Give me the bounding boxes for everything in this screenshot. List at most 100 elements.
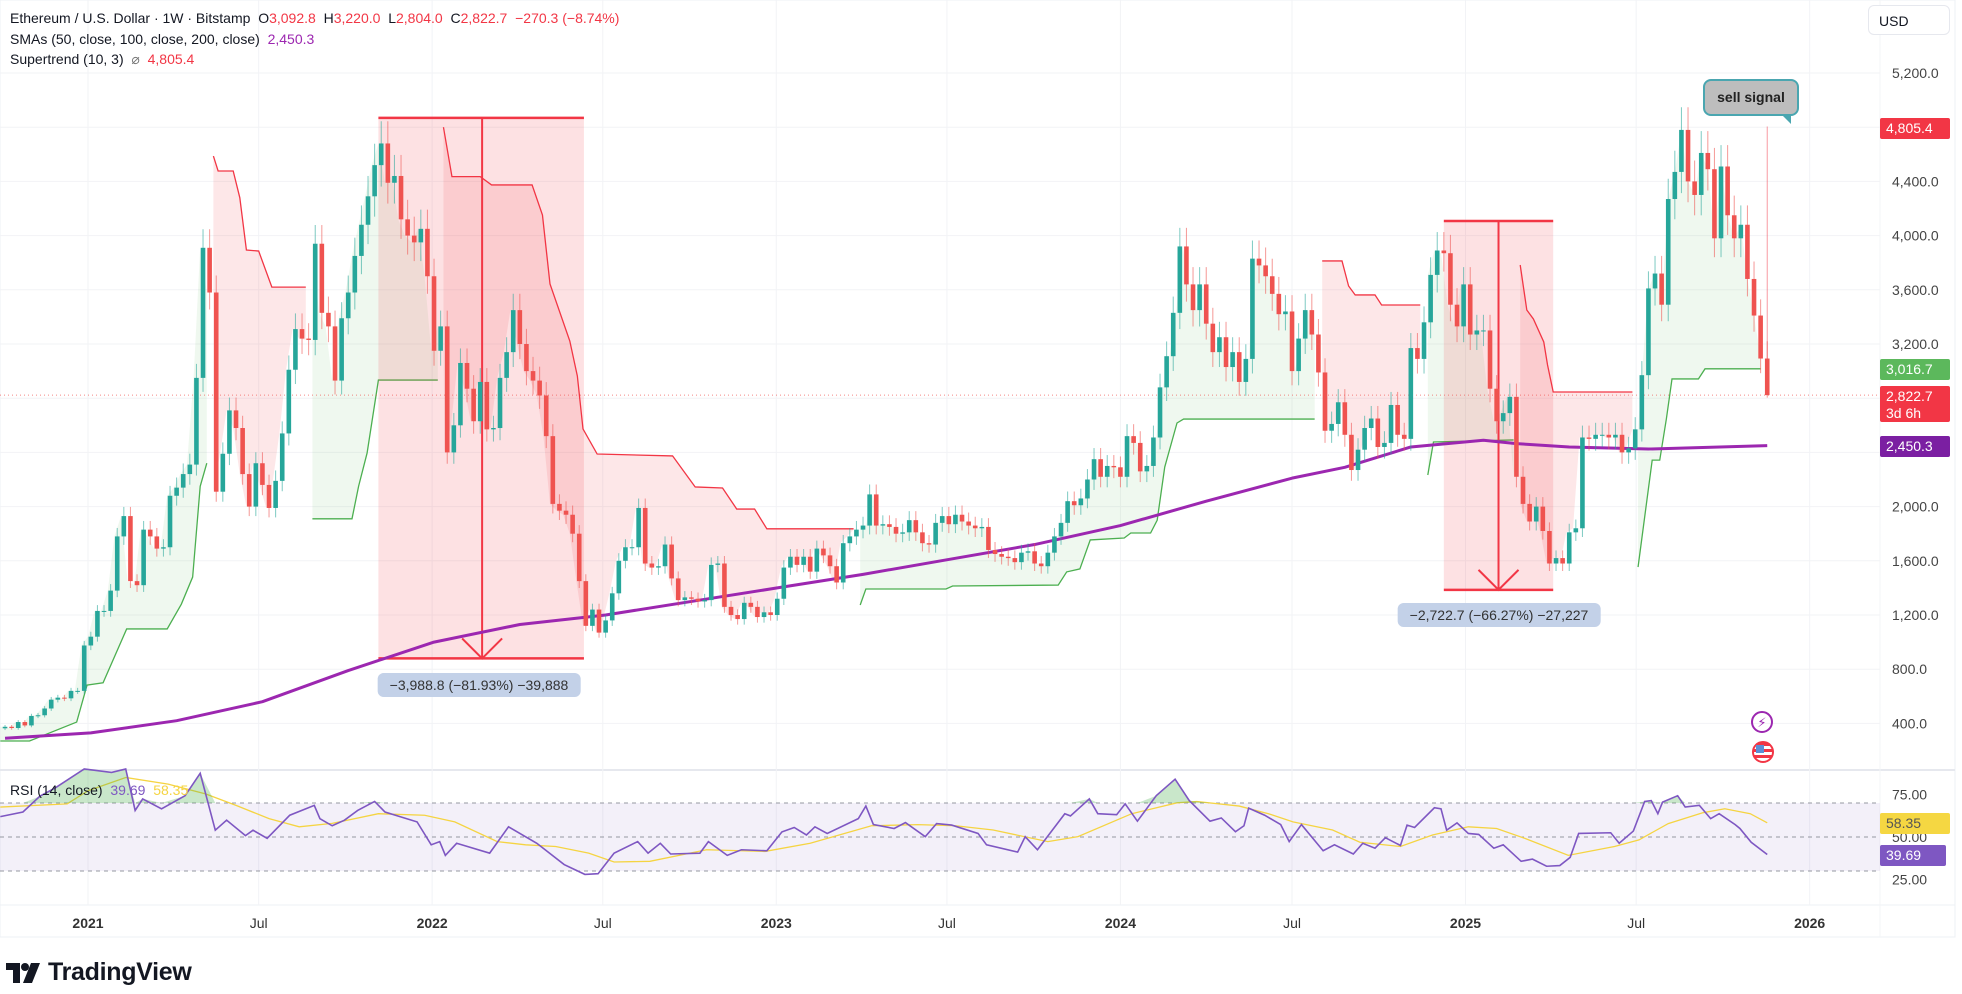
candle [161, 539, 166, 557]
candle [1144, 455, 1150, 483]
candle-body [933, 522, 938, 545]
tradingview-logo-icon [6, 962, 40, 983]
price-tick-label: 2,000.0 [1892, 499, 1939, 515]
candle-body [768, 612, 773, 615]
candle-body [966, 521, 971, 526]
candle [570, 505, 575, 543]
candle-body [411, 235, 417, 243]
candle [530, 356, 536, 395]
candle [1705, 131, 1711, 191]
candle [1151, 425, 1156, 477]
candle [134, 574, 140, 592]
time-tick-label: 2022 [417, 915, 448, 931]
candle-body [1243, 358, 1249, 382]
candle-body [1256, 258, 1262, 266]
supertrend-legend[interactable]: Supertrend (10, 3) ⌀ 4,805.4 [10, 51, 194, 68]
candle [1626, 436, 1631, 464]
candle-body [1289, 311, 1295, 372]
candle-body [1375, 418, 1381, 447]
candle [913, 511, 919, 541]
candle [1474, 314, 1480, 351]
candle-body [1613, 434, 1618, 438]
candle-body [1164, 356, 1169, 388]
candle-body [1131, 436, 1136, 443]
price-tick-label: 4,400.0 [1892, 173, 1939, 189]
candle-body [1540, 506, 1546, 531]
candle [1652, 255, 1658, 306]
us-flag-icon[interactable] [1752, 741, 1774, 763]
rsi-ma-value: 58.35 [153, 782, 189, 798]
candle-body [345, 292, 351, 319]
time-tick-label: Jul [938, 915, 956, 931]
candle-body [1566, 532, 1572, 564]
candle-body [1302, 310, 1308, 339]
candle [741, 596, 747, 625]
candle-body [108, 590, 113, 611]
measure-label-2[interactable]: −2,722.7 (−66.27%) −27,227 [1397, 603, 1601, 627]
supertrend-price-label: 4,805.4 [1880, 118, 1950, 139]
candle-body [926, 543, 932, 545]
symbol-legend[interactable]: Ethereum / U.S. Dollar · 1W · Bitstamp O… [10, 10, 619, 26]
candle [22, 720, 28, 728]
candle-body [906, 520, 912, 533]
candle [1104, 455, 1110, 488]
candle-body [946, 516, 952, 525]
candle-body [293, 329, 298, 370]
candle-body [920, 532, 925, 544]
candle-body [1078, 498, 1084, 506]
candle [887, 515, 892, 536]
high-value: 3,220.0 [333, 10, 381, 26]
candle-body [1368, 418, 1374, 429]
candle [801, 549, 806, 573]
sma-legend[interactable]: SMAs (50, close, 100, close, 200, close)… [10, 31, 314, 47]
candle-body [1197, 284, 1202, 311]
candle-body [662, 544, 668, 567]
currency-button[interactable]: USD [1868, 5, 1950, 35]
candle [1065, 491, 1070, 532]
candle [398, 154, 404, 239]
candle [1454, 288, 1460, 343]
lightning-sparkle-icon[interactable]: ⚡ [1751, 711, 1773, 733]
candle-body [807, 556, 813, 572]
measure-label-1[interactable]: −3,988.8 (−81.93%) −39,888 [377, 673, 581, 697]
candle-body [240, 428, 245, 475]
candle [1005, 549, 1011, 566]
candle-body [332, 326, 338, 381]
candle-body [425, 228, 430, 277]
candle [1184, 227, 1189, 302]
candle-body [29, 715, 34, 726]
candle [1712, 147, 1717, 258]
candle-body [1137, 442, 1143, 472]
candle [1283, 295, 1288, 331]
candle [979, 518, 985, 538]
candle-body [491, 428, 496, 430]
candle [1276, 276, 1282, 331]
candle-body [167, 495, 173, 548]
candle [1580, 425, 1585, 538]
candle-body [319, 243, 325, 313]
candle-body [1342, 402, 1348, 435]
last-price-label: 2,822.7 3d 6h [1880, 386, 1950, 422]
candle [656, 558, 661, 575]
candle [900, 523, 905, 543]
rsi-ma-price-label: 58.35 [1880, 813, 1950, 834]
candle-body [1349, 434, 1354, 471]
candle [761, 606, 767, 623]
supertrend-line-up [0, 463, 208, 742]
candle-body [438, 326, 443, 351]
rsi-legend[interactable]: RSI (14, close) 39.69 58.35 [10, 782, 188, 798]
candle [55, 694, 61, 703]
candle [1335, 389, 1341, 437]
candle [867, 484, 872, 535]
candle [675, 571, 681, 607]
sell-signal-callout[interactable]: sell signal [1703, 79, 1799, 124]
candle [1382, 431, 1387, 459]
candle [735, 609, 740, 625]
candle [576, 525, 582, 589]
tradingview-logo[interactable]: TradingView [6, 958, 192, 987]
candle-body [1441, 250, 1447, 254]
rsi-title: RSI (14, close) [10, 782, 103, 798]
candle-body [1434, 250, 1440, 275]
candle-body [715, 563, 721, 565]
